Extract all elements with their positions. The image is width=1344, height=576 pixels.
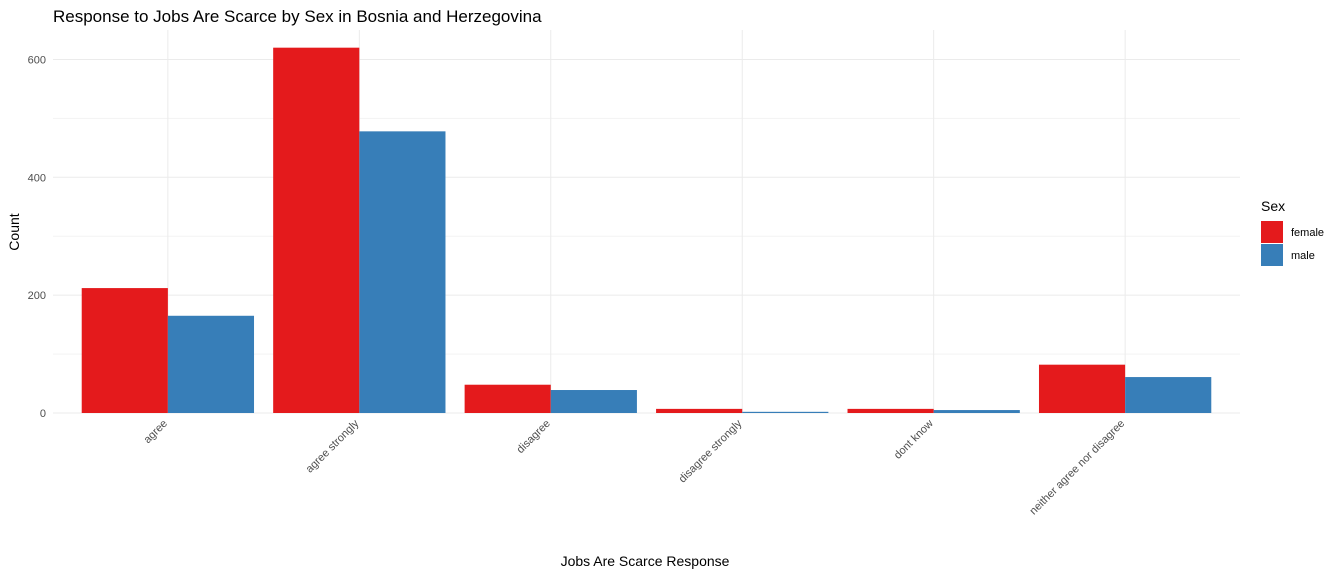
chart-title: Response to Jobs Are Scarce by Sex in Bo… xyxy=(53,7,542,26)
bar-male-1 xyxy=(359,131,446,413)
bar-female-4 xyxy=(847,408,934,413)
x-tick-label: neither agree nor disagree xyxy=(1028,418,1128,518)
bar-female-3 xyxy=(656,408,743,413)
x-tick-label: disagree strongly xyxy=(677,417,745,485)
bar-male-4 xyxy=(933,410,1020,413)
bar-female-1 xyxy=(273,47,360,414)
legend-title: Sex xyxy=(1261,198,1285,214)
bar-male-2 xyxy=(550,390,637,413)
legend: Sex female male xyxy=(1261,198,1324,266)
bar-male-0 xyxy=(167,315,255,413)
grid xyxy=(53,30,1240,414)
x-tick-label: agree strongly xyxy=(304,417,362,475)
bar-male-5 xyxy=(1125,377,1212,413)
x-axis-title: Jobs Are Scarce Response xyxy=(561,553,730,569)
legend-label-female: female xyxy=(1291,227,1324,239)
y-tick-label: 600 xyxy=(28,54,46,66)
legend-label-male: male xyxy=(1291,250,1315,262)
legend-key-male xyxy=(1261,244,1283,266)
y-tick-label: 400 xyxy=(28,172,46,184)
bars xyxy=(81,47,1212,414)
x-ticks: agree agree strongly disagree disagree stro… xyxy=(142,417,1128,517)
y-ticks: 0 200 400 600 xyxy=(28,54,46,420)
legend-key-female xyxy=(1261,221,1283,243)
bar-female-2 xyxy=(464,384,551,413)
x-tick-label: agree xyxy=(142,418,170,446)
y-tick-label: 0 xyxy=(40,408,46,420)
y-tick-label: 200 xyxy=(28,290,46,302)
x-tick-label: disagree xyxy=(515,418,553,456)
x-tick-label: dont know xyxy=(892,418,936,462)
bar-male-3 xyxy=(742,411,829,413)
bar-female-0 xyxy=(81,288,168,413)
bar-female-5 xyxy=(1038,364,1126,413)
y-axis-title: Count xyxy=(6,213,22,250)
